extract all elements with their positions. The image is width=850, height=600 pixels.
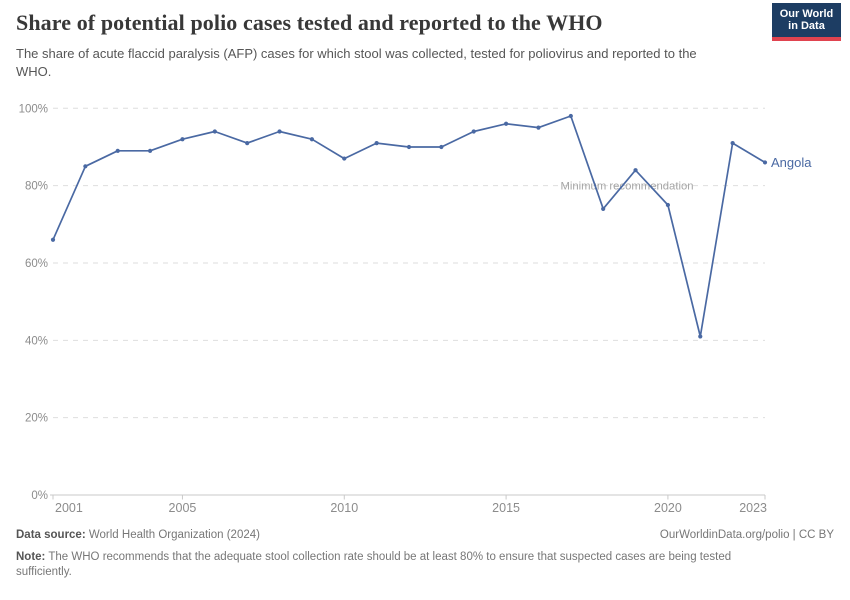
series-end-label[interactable]: Angola [771, 155, 812, 170]
note-value: The WHO recommends that the adequate sto… [16, 551, 732, 578]
chart-title: Share of potential polio cases tested an… [16, 10, 603, 35]
owid-logo[interactable]: Our World in Data [772, 3, 841, 41]
data-point[interactable] [471, 129, 476, 134]
angola-series-line[interactable] [52, 115, 766, 338]
y-axis-tick-label: 40% [25, 335, 48, 347]
y-axis-tick-label: 60% [25, 258, 48, 270]
data-point[interactable] [309, 137, 315, 142]
footer-source-row: Data source: World Health Organization (… [16, 528, 834, 543]
y-axis-tick-label: 20% [25, 413, 48, 425]
y-axis-tick-label: 100% [19, 103, 48, 115]
data-point[interactable] [245, 141, 250, 146]
x-axis-tick-label: 2015 [492, 501, 520, 515]
data-point[interactable] [568, 113, 573, 119]
chart-header: Share of potential polio cases tested an… [16, 10, 834, 81]
data-point[interactable] [698, 334, 703, 339]
data-point[interactable] [601, 206, 606, 211]
minimum-recommendation-annotation: Minimum recommendation [560, 181, 693, 193]
chart-footer: Data source: World Health Organization (… [16, 528, 834, 580]
data-point[interactable] [406, 144, 412, 150]
data-point[interactable] [277, 129, 282, 134]
data-point[interactable] [762, 160, 768, 165]
x-axis-tick-label: 2001 [55, 501, 83, 515]
data-point[interactable] [374, 141, 379, 146]
data-point[interactable] [180, 137, 185, 142]
owid-logo-line2: in Data [788, 20, 825, 32]
data-point[interactable] [115, 148, 120, 153]
data-source-text: Data source: World Health Organization (… [16, 528, 260, 543]
line-chart-svg[interactable]: 0% 20% 40% 60% 80% 100% 2001 2005 2010 2015 2020 20… [0, 95, 850, 525]
x-axis-tick-label: 2005 [169, 501, 197, 515]
data-point[interactable] [50, 237, 56, 242]
data-point[interactable] [536, 125, 541, 130]
data-point[interactable] [665, 202, 671, 208]
data-point[interactable] [212, 129, 217, 134]
data-point[interactable] [633, 168, 638, 173]
data-point[interactable] [147, 148, 153, 153]
note-label: Note: [16, 551, 46, 563]
footer-note: Note: The WHO recommends that the adequa… [16, 550, 788, 580]
data-source-label: Data source: [16, 529, 86, 541]
data-point[interactable] [503, 121, 509, 126]
owid-logo-line1: Our World [779, 8, 834, 20]
data-point[interactable] [730, 141, 735, 146]
data-source-value: World Health Organization (2024) [85, 529, 260, 541]
x-axis-tick-label: 2010 [330, 501, 358, 515]
data-point[interactable] [342, 156, 347, 161]
x-axis-tick-label: 2023 [739, 501, 767, 515]
data-point[interactable] [439, 144, 444, 150]
y-axis-tick-label: 0% [31, 490, 48, 502]
license-link[interactable]: OurWorldinData.org/polio | CC BY [659, 529, 834, 541]
chart-subtitle: The share of acute flaccid paralysis (AF… [16, 46, 697, 80]
data-point[interactable] [83, 164, 88, 169]
y-axis-tick-label: 80% [25, 181, 48, 193]
x-axis-tick-label: 2020 [654, 501, 682, 515]
